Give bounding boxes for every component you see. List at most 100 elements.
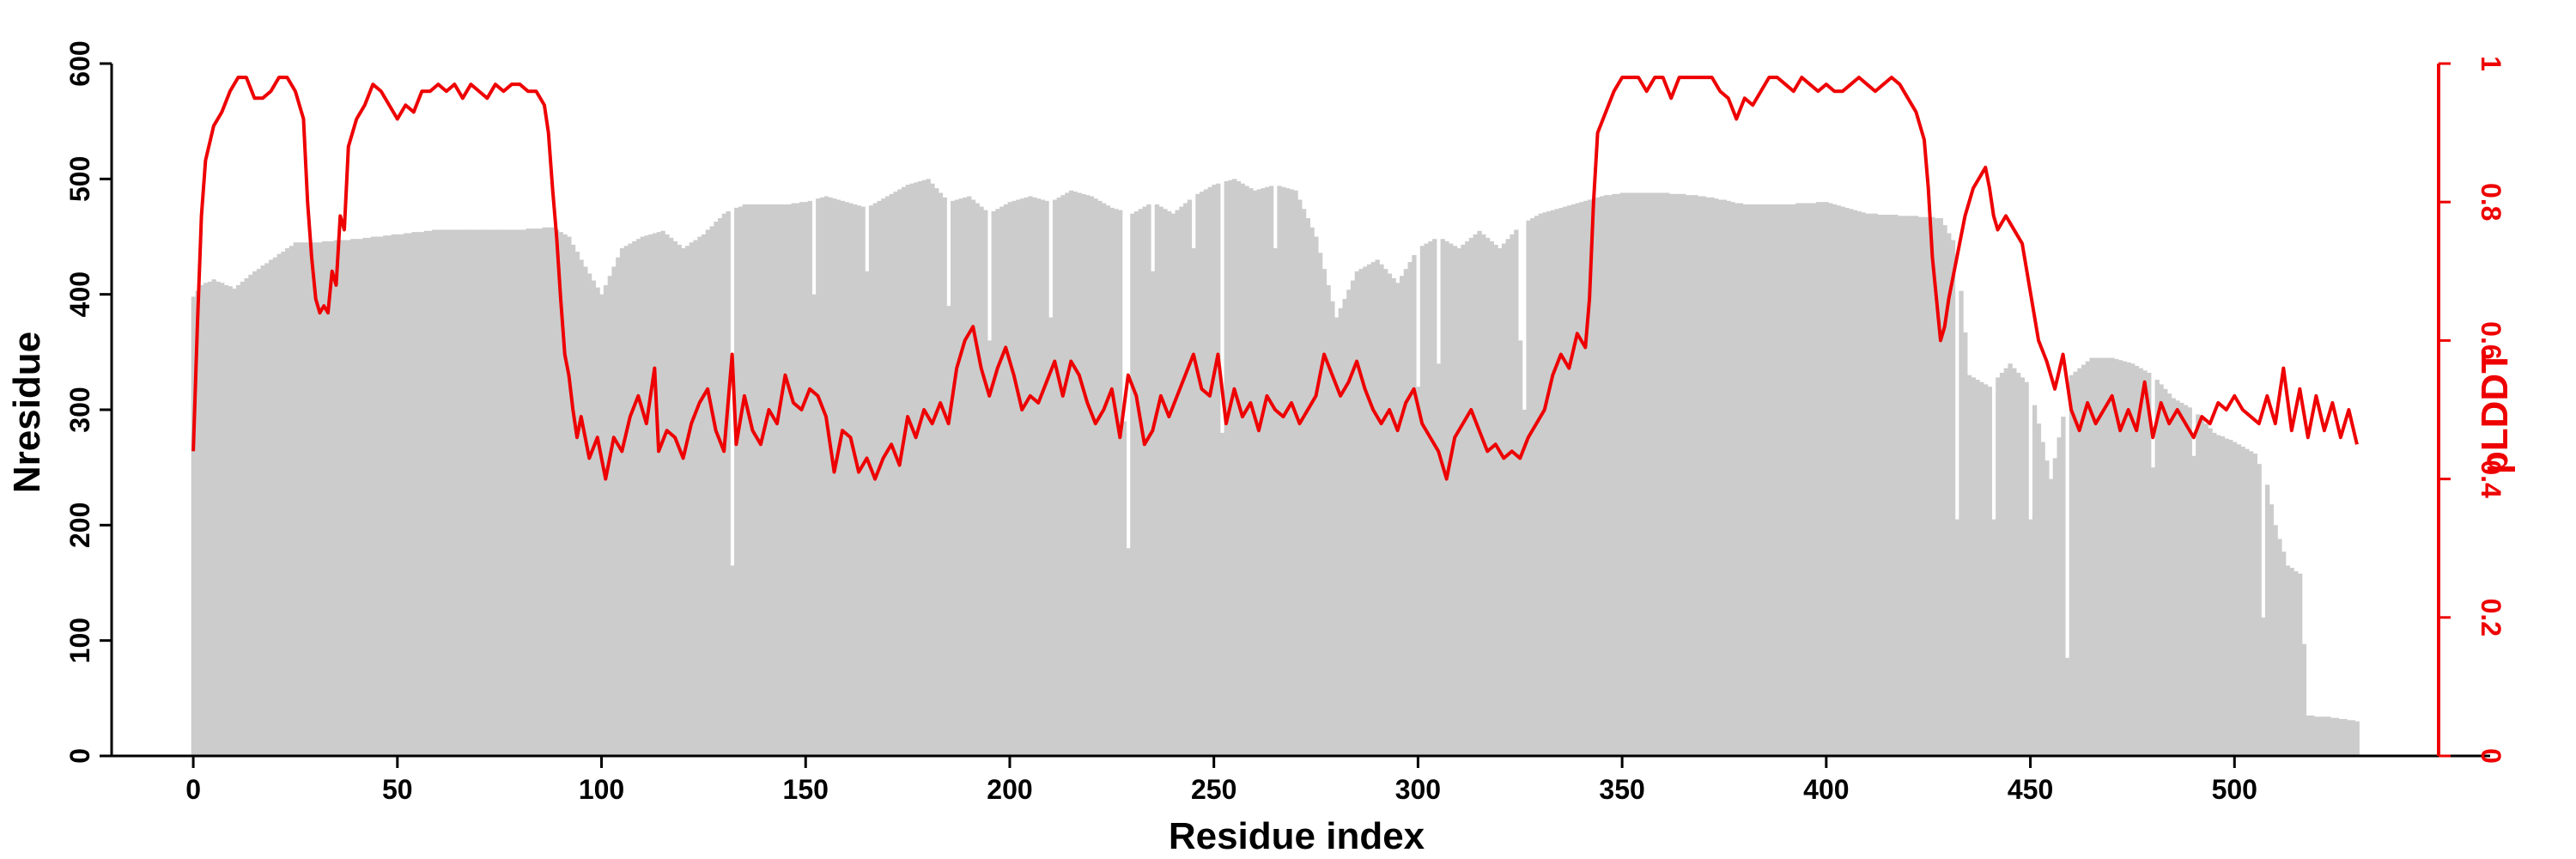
y-right-axis-title: pLDDT	[2474, 350, 2516, 474]
bar	[1154, 204, 1160, 756]
bar	[2028, 519, 2033, 756]
bar	[2166, 393, 2172, 756]
bar	[1456, 247, 1461, 756]
bar	[1089, 196, 1095, 757]
bar	[1558, 207, 1564, 757]
bar	[803, 202, 809, 756]
y-left-tick-label: 500	[64, 156, 95, 202]
bar	[1677, 193, 1682, 757]
bar	[1979, 381, 1984, 756]
y-left-axis-title: Nresidue	[6, 332, 48, 493]
bar	[1330, 301, 1335, 757]
bar	[1771, 204, 1777, 756]
bar	[2277, 539, 2282, 756]
bar	[1440, 239, 1445, 756]
y-right-tick-label: 0.6	[2476, 321, 2506, 359]
bar	[2044, 460, 2050, 756]
bar	[1012, 200, 1017, 757]
bar	[530, 228, 535, 757]
x-tick-label: 350	[1599, 774, 1644, 805]
bar	[1803, 203, 1809, 757]
bar	[440, 229, 446, 756]
bar	[832, 198, 837, 757]
bar	[1501, 243, 1507, 756]
bar	[2114, 358, 2119, 756]
bar	[1873, 213, 1878, 756]
bar	[2183, 405, 2189, 756]
bar	[1954, 519, 1959, 756]
bar	[1877, 214, 1882, 757]
bar	[1358, 269, 1364, 756]
bar	[995, 209, 1000, 756]
bar	[2264, 484, 2270, 756]
bar	[860, 206, 866, 756]
bar	[2306, 715, 2311, 756]
bar	[1077, 192, 1082, 756]
bar	[1698, 196, 1703, 757]
bar	[1167, 210, 1172, 756]
bar	[1461, 244, 1466, 756]
bar	[1505, 239, 1510, 756]
bar	[1747, 204, 1752, 756]
bar	[509, 229, 514, 756]
bar	[195, 290, 200, 756]
bar	[1407, 262, 1413, 756]
bar	[1016, 199, 1021, 756]
bar	[1959, 290, 1964, 756]
bar	[946, 306, 951, 757]
bar	[1379, 264, 1384, 756]
bar	[2130, 363, 2136, 756]
bar	[538, 228, 544, 757]
bar	[2318, 716, 2324, 756]
bar	[632, 241, 637, 756]
bar	[1795, 203, 1801, 757]
bar	[917, 181, 923, 756]
bar	[656, 232, 662, 756]
bar	[840, 200, 846, 757]
bar	[2334, 717, 2340, 756]
bar	[603, 284, 609, 756]
bar	[2224, 438, 2229, 756]
bar	[2003, 368, 2009, 756]
bar	[256, 269, 262, 756]
y-right-tick-label: 0	[2476, 748, 2506, 764]
bar	[1571, 204, 1577, 756]
bar	[546, 227, 551, 756]
bar	[1624, 192, 1629, 756]
bar	[1881, 214, 1886, 757]
bar	[2015, 373, 2021, 756]
bar	[513, 229, 519, 756]
bar	[595, 287, 600, 756]
bar	[2081, 364, 2087, 756]
bar	[586, 273, 592, 756]
bar	[697, 236, 702, 756]
bar	[1117, 210, 1123, 757]
bar	[2191, 455, 2196, 756]
bar	[1542, 212, 1547, 757]
bar	[770, 204, 776, 756]
bar	[428, 230, 433, 756]
bar	[2048, 478, 2054, 756]
bar	[816, 198, 821, 757]
bar	[762, 204, 768, 756]
bar	[2061, 417, 2066, 756]
bar	[738, 206, 744, 756]
bar	[469, 229, 474, 756]
bar	[354, 239, 360, 756]
bar	[999, 206, 1005, 756]
bar	[240, 281, 246, 756]
bar	[1093, 198, 1098, 757]
bar	[1730, 202, 1735, 756]
bar	[1428, 241, 1433, 756]
bar	[1607, 195, 1613, 756]
bar	[1240, 183, 1245, 756]
bar	[342, 240, 347, 756]
bar	[1779, 204, 1784, 756]
bar	[2126, 362, 2131, 756]
bar	[2313, 716, 2319, 756]
bar	[1812, 203, 1817, 757]
bar	[2245, 448, 2250, 756]
bar	[1840, 206, 1845, 756]
bar	[970, 199, 976, 756]
